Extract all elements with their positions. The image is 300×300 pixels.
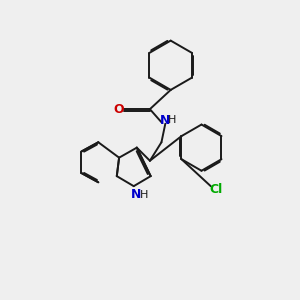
- Text: N: N: [160, 114, 170, 127]
- Text: H: H: [140, 190, 149, 200]
- Text: H: H: [168, 115, 176, 125]
- Text: O: O: [114, 103, 124, 116]
- Text: Cl: Cl: [209, 183, 223, 196]
- Text: N: N: [131, 188, 141, 201]
